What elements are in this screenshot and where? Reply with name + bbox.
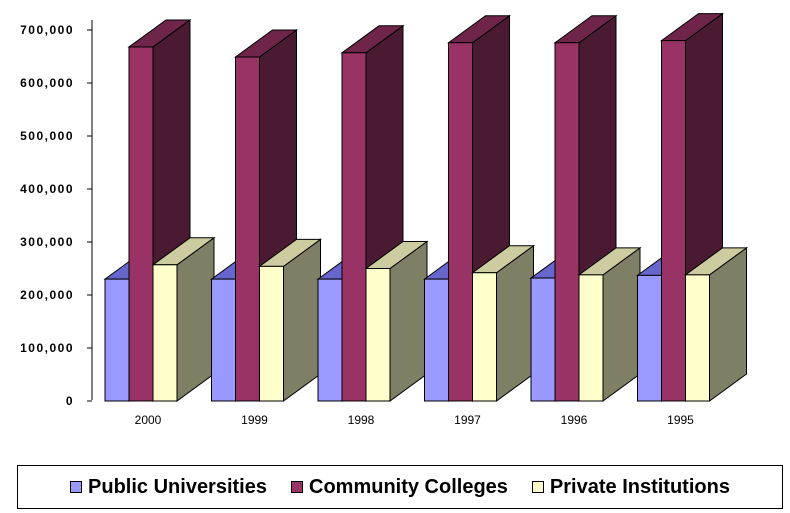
- bar-side-face: [389, 240, 428, 402]
- legend-item-public-universities: Public Universities: [70, 476, 267, 499]
- legend-swatch-public-universities: [70, 481, 83, 493]
- bar-private-institutions-1995: [683, 246, 749, 402]
- legend-label-public-universities: Public Universities: [88, 475, 267, 498]
- chart-plot: 0 100,000 200,000 300,000 400,000 500,000 600,…: [20, 12, 749, 427]
- y-tick-label: 200,000: [20, 288, 74, 302]
- x-tick-label: 1995: [667, 413, 694, 427]
- bar-front-face: [472, 272, 497, 402]
- x-tick-label: 1998: [348, 413, 375, 427]
- bar-front-face: [365, 268, 391, 402]
- legend-item-community-colleges: Community Colleges: [291, 476, 508, 499]
- bar-front-face: [341, 52, 367, 402]
- bar-private-institutions-2000: [151, 236, 216, 402]
- bar-front-face: [637, 274, 662, 402]
- bar-front-face: [317, 278, 343, 402]
- bar-front-face: [152, 264, 178, 402]
- bar-front-face: [448, 42, 473, 402]
- x-tick-label: 2000: [135, 413, 162, 427]
- bar-front-face: [685, 274, 710, 402]
- bar-private-institutions-1998: [364, 240, 429, 402]
- bar-front-face: [554, 42, 580, 402]
- y-tick-label: 600,000: [20, 76, 74, 90]
- bar-front-face: [128, 46, 154, 402]
- y-tick-label: 100,000: [20, 341, 74, 355]
- legend-item-private-institutions: Private Institutions: [531, 475, 730, 499]
- y-tick-label: 0: [66, 394, 74, 408]
- bar-front-face: [424, 278, 449, 402]
- legend-swatch-community-colleges: [291, 481, 303, 493]
- bar-group-1997: [422, 14, 536, 402]
- y-tick-label: 400,000: [20, 182, 74, 196]
- x-tick-label: 1999: [241, 413, 268, 427]
- bar-front-face: [104, 278, 130, 402]
- legend-label-community-colleges: Community Colleges: [309, 475, 508, 498]
- bar-front-face: [578, 274, 604, 402]
- bar-group-1996: [529, 14, 642, 402]
- bar-private-institutions-1996: [577, 246, 642, 402]
- x-tick-label: 1997: [454, 413, 481, 427]
- bar-private-institutions-1997: [470, 244, 536, 402]
- bar-private-institutions-1999: [257, 238, 323, 402]
- bar-group-1995: [635, 12, 749, 402]
- bar-front-face: [259, 265, 284, 402]
- bar-front-face: [530, 277, 556, 402]
- x-tick-label: 1996: [561, 413, 588, 427]
- bar-side-face: [176, 236, 215, 402]
- y-tick-label: 300,000: [20, 235, 74, 249]
- legend-swatch-private-institutions: [531, 481, 544, 493]
- bar-group-1999: [209, 29, 323, 402]
- bar-front-face: [211, 278, 236, 402]
- bar-front-face: [235, 56, 260, 402]
- y-tick-label: 700,000: [20, 23, 74, 37]
- y-tick-label: 500,000: [20, 129, 74, 143]
- bar-group-2000: [103, 18, 216, 402]
- legend-label-private-institutions: Private Institutions: [549, 475, 730, 498]
- bar-front-face: [661, 40, 686, 402]
- bar-group-1998: [316, 24, 429, 402]
- bar-side-face: [283, 238, 321, 402]
- chart-legend: Public Universities Community Colleges P…: [17, 465, 783, 509]
